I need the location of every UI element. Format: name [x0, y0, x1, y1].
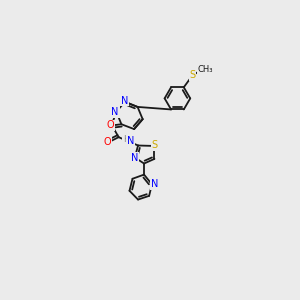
Text: H: H	[123, 135, 130, 144]
Text: N: N	[121, 96, 129, 106]
Text: O: O	[104, 137, 111, 147]
Text: CH₃: CH₃	[197, 65, 213, 74]
Text: O: O	[106, 120, 114, 130]
Text: S: S	[190, 70, 196, 80]
Text: N: N	[131, 152, 138, 163]
Text: N: N	[151, 179, 158, 189]
Text: N: N	[112, 107, 119, 117]
Text: S: S	[152, 140, 158, 151]
Text: N: N	[127, 136, 134, 146]
